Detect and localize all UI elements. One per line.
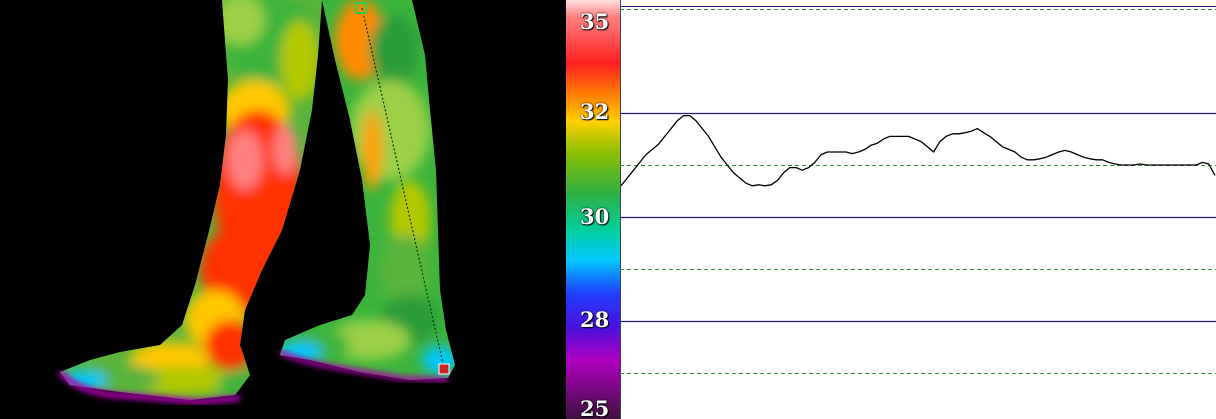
right-foot-edge [278, 349, 449, 383]
scale-label-max: 35 [580, 9, 610, 34]
temperature-profile-plot [620, 0, 1216, 419]
profile-series [620, 114, 1216, 187]
profile-start-marker[interactable] [355, 2, 367, 14]
scale-label-min: 25 [580, 396, 610, 419]
thermal-image [0, 0, 566, 419]
grid-lines [620, 9, 1216, 374]
thermal-legs-image [57, 0, 455, 406]
scale-label-28: 28 [580, 307, 610, 332]
profile-chart-svg [620, 0, 1216, 419]
temperature-profile-line [620, 114, 1216, 187]
profile-line[interactable] [361, 7, 445, 369]
profile-end-marker[interactable] [438, 363, 450, 375]
color-scale-bar: 35 32 30 28 25 [566, 0, 620, 419]
scale-label-32: 32 [580, 99, 610, 124]
left-foot-edge [57, 369, 241, 406]
color-scale-gradient [566, 0, 620, 419]
scale-label-30: 30 [580, 204, 610, 229]
